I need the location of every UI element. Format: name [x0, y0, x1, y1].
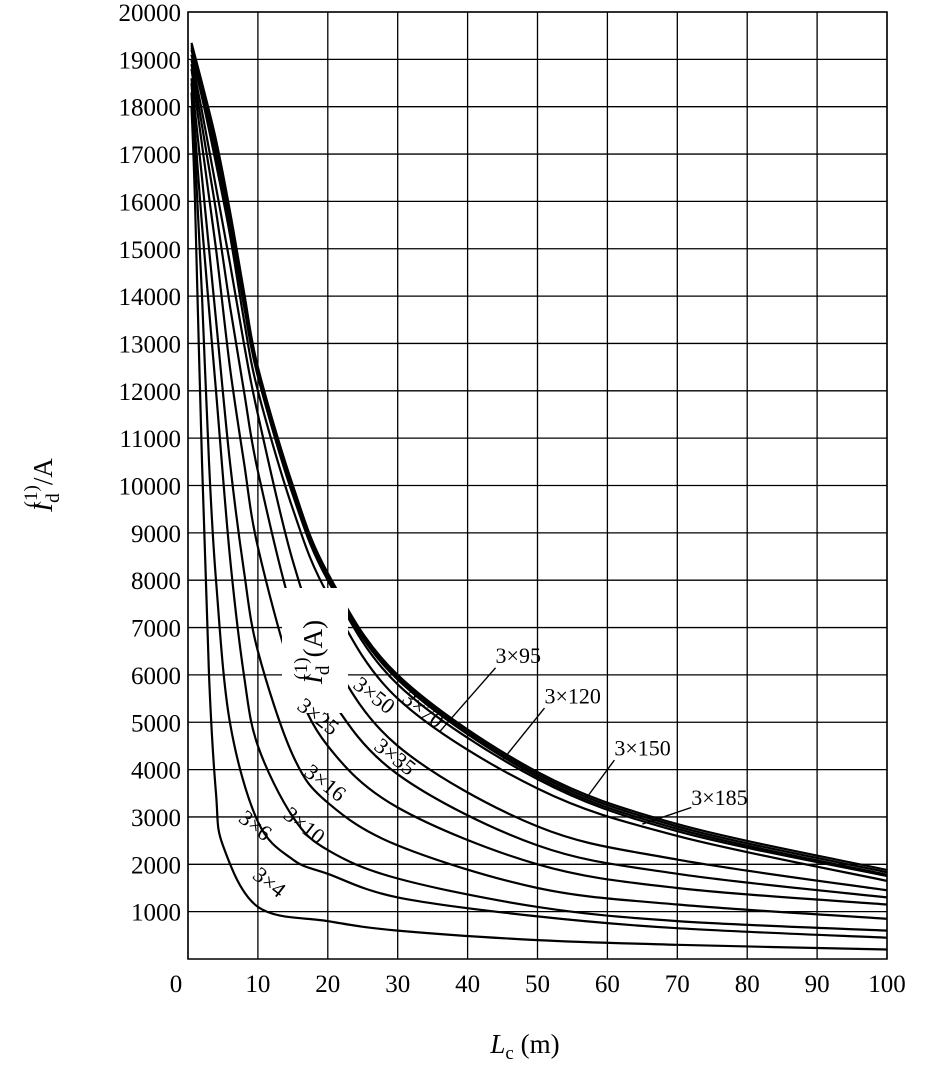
x-tick-label: 0	[170, 971, 183, 998]
x-tick-label: 80	[735, 971, 760, 998]
y-tick-label: 10000	[119, 474, 182, 501]
series-line	[190, 59, 888, 892]
y-axis-title: Id(1)/A	[21, 458, 64, 513]
inset-label: Id(1)(A)	[291, 620, 334, 685]
y-tick-label: 17000	[119, 142, 182, 169]
x-tick-label: 10	[245, 971, 270, 998]
series-line	[190, 82, 888, 932]
x-tick-label: 70	[665, 971, 690, 998]
x-tick-label: 90	[805, 971, 830, 998]
y-tick-label: 6000	[131, 663, 181, 690]
y-tick-label: 3000	[131, 805, 181, 832]
series-line	[190, 54, 888, 882]
series-line	[190, 78, 888, 920]
inset-label-background	[282, 588, 348, 713]
y-tick-label: 12000	[119, 379, 182, 406]
series-line	[190, 44, 888, 874]
x-tick-label: 40	[455, 971, 480, 998]
y-tick-label: 16000	[119, 189, 182, 216]
y-tick-label: 14000	[119, 284, 182, 311]
x-tick-label: 100	[868, 971, 906, 998]
y-tick-label: 5000	[131, 710, 181, 737]
y-tick-label: 7000	[131, 616, 181, 643]
leader-label: 3×120	[544, 683, 600, 708]
series-line	[190, 92, 888, 939]
y-tick-label: 8000	[131, 568, 181, 595]
x-tick-label: 60	[595, 971, 620, 998]
leader-label: 3×185	[691, 785, 747, 810]
curve-label: 3×6	[234, 805, 277, 846]
y-tick-label: 2000	[131, 852, 181, 879]
y-tick-label: 15000	[119, 237, 182, 264]
y-tick-label: 1000	[131, 900, 181, 927]
curve-label: 3×4	[248, 862, 291, 903]
series-line	[190, 49, 888, 878]
leader-line	[642, 806, 692, 825]
x-tick-labels: 0 10 20 30 40 50 60 70 80 90 100	[170, 971, 906, 998]
y-tick-label: 4000	[131, 758, 181, 785]
leader-labels: 3×953×120 3×150 3×185	[439, 643, 748, 825]
series-line	[190, 42, 888, 872]
y-tick-labels: 1000 2000 3000 4000 5000 6000 7000 8000 9000 1000…	[119, 0, 182, 927]
x-axis-title: Lc (m)	[489, 1029, 559, 1064]
leader-label: 3×150	[614, 735, 670, 760]
y-tick-label: 18000	[119, 95, 182, 122]
leader-line	[502, 707, 546, 761]
series-line	[190, 106, 888, 951]
series-line	[190, 47, 888, 876]
y-tick-label: 9000	[131, 521, 181, 548]
leader-line	[585, 759, 615, 799]
y-tick-label: 19000	[119, 47, 182, 74]
y-tick-label: 13000	[119, 331, 182, 358]
y-tick-label: 20000	[119, 0, 182, 27]
x-tick-label: 30	[385, 971, 410, 998]
leader-label: 3×95	[496, 643, 541, 668]
plot-frame	[187, 11, 888, 960]
x-tick-label: 50	[525, 971, 550, 998]
leader-line	[439, 667, 497, 733]
x-tick-label: 20	[315, 971, 340, 998]
y-tick-label: 11000	[119, 426, 181, 453]
